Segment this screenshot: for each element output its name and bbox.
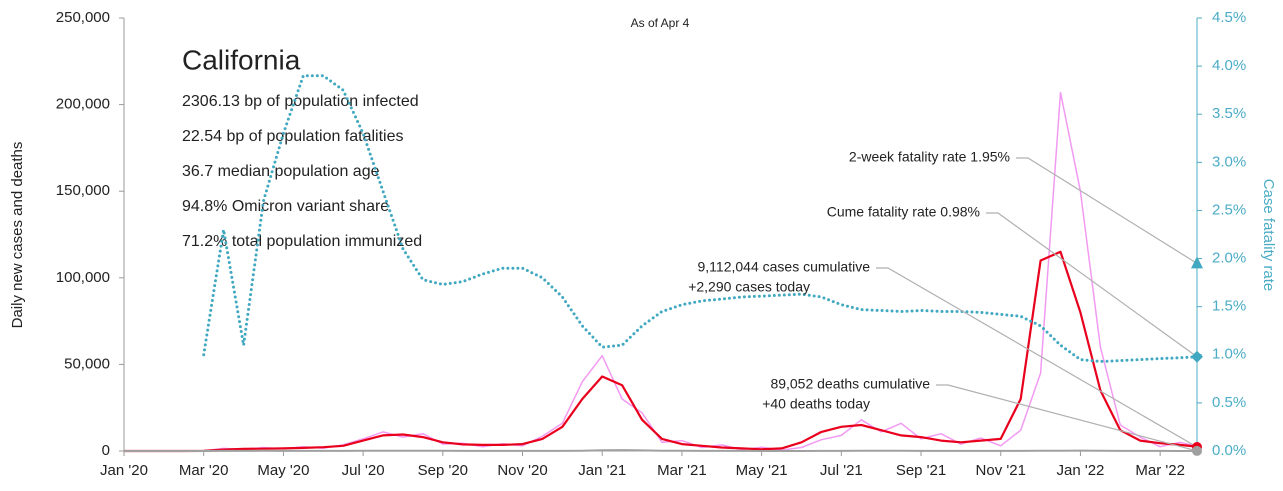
info-line: 71.2% total population immunized (182, 233, 422, 250)
y2-tick-label: 4.5% (1212, 9, 1246, 26)
info-line: 2306.13 bp of population infected (182, 93, 419, 110)
y-tick-label: 250,000 (56, 9, 110, 26)
info-line: 36.7 median population age (182, 163, 380, 180)
annotation: 2-week fatality rate 1.95% (849, 149, 1010, 165)
annotation: +40 deaths today (762, 396, 870, 412)
leader-line (936, 384, 1198, 452)
annotation: Cume fatality rate 0.98% (827, 204, 980, 220)
y2-tick-label: 1.0% (1212, 346, 1246, 363)
x-tick-label: Mar '21 (657, 462, 707, 479)
x-tick-label: Sep '21 (896, 462, 946, 479)
y2-tick-label: 2.0% (1212, 250, 1246, 267)
end-marker (1191, 350, 1203, 363)
series-line (202, 74, 1202, 363)
y-tick-label: 0 (102, 442, 110, 459)
x-tick-label: Jan '21 (578, 462, 626, 479)
x-tick-label: Mar '20 (179, 462, 229, 479)
series-line (124, 91, 1201, 452)
x-tick-label: Nov '20 (497, 462, 547, 479)
x-tick-label: Sep '20 (418, 462, 468, 479)
series-line (124, 449, 1201, 452)
y2-axis-label: Case fatality rate (1260, 179, 1277, 292)
y2-tick-label: 3.0% (1212, 153, 1246, 170)
x-tick-label: May '21 (736, 462, 788, 479)
subtitle: As of Apr 4 (631, 16, 690, 30)
series-line (124, 250, 1201, 453)
leader-line (876, 267, 1198, 448)
chart-title: California (182, 44, 301, 75)
x-tick-label: Jul '20 (342, 462, 385, 479)
annotation: +2,290 cases today (688, 279, 810, 295)
y-tick-label: 200,000 (56, 96, 110, 113)
y2-tick-label: 1.5% (1212, 298, 1246, 315)
x-tick-label: Nov '21 (976, 462, 1026, 479)
y-tick-label: 50,000 (64, 355, 110, 372)
y2-tick-label: 0.0% (1212, 442, 1246, 459)
y-tick-label: 100,000 (56, 269, 110, 286)
y2-tick-label: 3.5% (1212, 105, 1246, 122)
x-tick-label: Jul '21 (820, 462, 863, 479)
y-axis-label: Daily new cases and deaths (9, 142, 26, 329)
x-tick-label: May '20 (257, 462, 309, 479)
leader-line (986, 212, 1198, 358)
annotation: 9,112,044 cases cumulative (697, 259, 870, 275)
x-tick-label: Mar '22 (1135, 462, 1185, 479)
x-tick-label: Jan '20 (100, 462, 148, 479)
y-tick-label: 150,000 (56, 182, 110, 199)
info-line: 94.8% Omicron variant share (182, 198, 389, 215)
leader-line (1016, 157, 1198, 264)
info-line: 22.54 bp of population fatalities (182, 128, 404, 145)
end-marker (1191, 256, 1203, 269)
y2-tick-label: 0.5% (1212, 394, 1246, 411)
x-tick-label: Jan '22 (1056, 462, 1104, 479)
y2-tick-label: 4.0% (1212, 57, 1246, 74)
end-marker (1192, 445, 1202, 456)
y2-tick-label: 2.5% (1212, 201, 1246, 218)
annotation: 89,052 deaths cumulative (770, 376, 930, 392)
